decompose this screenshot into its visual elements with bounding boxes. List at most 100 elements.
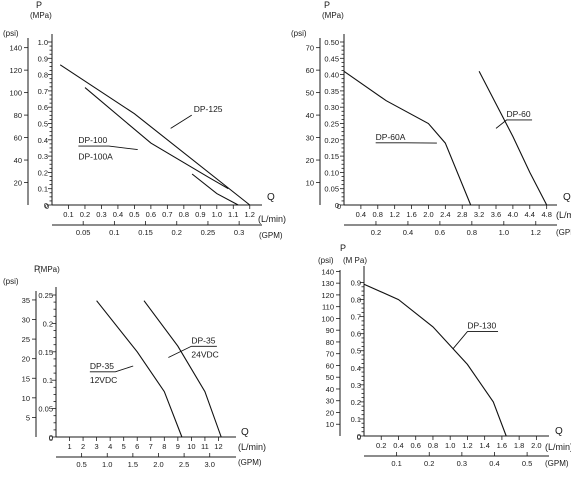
mpa-tick-label: 0.5: [38, 120, 48, 129]
psi-tick-label: 140: [321, 267, 334, 276]
lmin-tick-label: 1.0: [445, 441, 455, 450]
gpm-tick-label: 0.4: [489, 459, 499, 468]
label-leader: [452, 331, 499, 350]
psi-tick-label: 10: [22, 394, 30, 403]
psi-tick-label: 120: [321, 291, 334, 300]
gpm-tick-label: 0.3: [234, 228, 244, 237]
psi-tick-label: 20: [306, 156, 314, 165]
psi-unit-label: (psi): [291, 29, 307, 38]
gpm-tick-label: 3.0: [205, 460, 215, 469]
lmin-tick-label: 0.4: [356, 210, 366, 219]
mpa-unit-label: (MPa): [30, 11, 52, 20]
lmin-tick-label: 0.5: [129, 210, 139, 219]
mpa-tick-label: 0.7: [351, 313, 361, 322]
lmin-tick-label: 0.8: [179, 210, 189, 219]
psi-tick-label: 30: [326, 397, 334, 406]
lmin-tick-label: 4.4: [525, 210, 535, 219]
origin-label: 0: [357, 433, 361, 442]
psi-tick-label: 80: [326, 338, 334, 347]
mpa-unit-label: (M Pa): [343, 256, 367, 265]
q-label: Q: [267, 192, 275, 203]
gpm-tick-label: 0.1: [109, 228, 119, 237]
curve-dp-60: [478, 71, 548, 206]
gpm-tick-label: 2.0: [153, 460, 163, 469]
psi-tick-label: 90: [326, 326, 334, 335]
psi-tick-label: 40: [306, 111, 314, 120]
chart-dp35: P(MPa) (psi) Q (L/min) (GPM) 0 0.05 0.1 0.15 0.2 0…: [3, 264, 266, 469]
lmin-tick-label: 0.8: [428, 441, 438, 450]
gpm-tick-label: 1.2: [531, 228, 541, 237]
p-label: P: [324, 0, 330, 10]
mpa-tick-label: 0.25: [38, 291, 53, 300]
mpa-tick-label: 0.35: [324, 87, 339, 96]
psi-tick-label: 10: [306, 179, 314, 188]
mpa-tick-label: 0: [335, 201, 339, 210]
mpa-tick-label: 0.30: [324, 103, 339, 112]
lmin-unit-label: (L/min): [258, 214, 286, 224]
gpm-tick-label: 0.2: [424, 459, 434, 468]
gpm-tick-label: 0.25: [201, 228, 216, 237]
mpa-tick-label: 0.3: [351, 381, 361, 390]
gpm-tick-label: 0.5: [522, 459, 532, 468]
lmin-tick-label: 0.2: [80, 210, 90, 219]
lmin-tick-label: 0.1: [63, 210, 73, 219]
lmin-tick-label: 6: [135, 442, 139, 451]
gpm-tick-label: 1.0: [499, 228, 509, 237]
p-label: P: [34, 264, 40, 274]
curve-label: DP-125: [194, 104, 223, 114]
curve-dp-35-24vdc: [143, 300, 222, 438]
mpa-tick-label: 0.2: [351, 398, 361, 407]
mpa-tick-label: 0.8: [38, 71, 48, 80]
gpm-unit-label: (GPM): [238, 458, 262, 467]
curve-dp-35-12vdc: [96, 300, 183, 438]
psi-tick-label: 15: [22, 374, 30, 383]
curve-label: DP-100A: [78, 151, 113, 161]
lmin-tick-label: 4.8: [541, 210, 551, 219]
mpa-tick-label: 0.1: [351, 415, 361, 424]
psi-tick-label: 30: [22, 316, 30, 325]
psi-tick-label: 20: [14, 179, 22, 188]
lmin-tick-label: 7: [149, 442, 153, 451]
psi-unit-label: (psi): [3, 277, 19, 286]
lmin-tick-label: 1.6: [406, 210, 416, 219]
psi-tick-label: 100: [321, 314, 334, 323]
psi-tick-label: 20: [326, 408, 334, 417]
curve-dp-130: [363, 283, 507, 437]
mpa-tick-label: 0: [49, 433, 53, 442]
mpa-tick-label: 0.5: [351, 347, 361, 356]
lmin-tick-label: 0.4: [113, 210, 123, 219]
mpa-tick-label: 0.15: [324, 152, 339, 161]
gpm-tick-label: 0.05: [76, 228, 91, 237]
psi-tick-label: 30: [306, 134, 314, 143]
mpa-tick-label: 0.15: [38, 348, 53, 357]
label-leader: [89, 365, 134, 373]
lmin-tick-label: 0.9: [195, 210, 205, 219]
psi-unit-label: (psi): [318, 256, 334, 265]
label-leader: [78, 145, 138, 151]
psi-tick-label: 40: [326, 385, 334, 394]
lmin-tick-label: 2.0: [531, 441, 541, 450]
lmin-unit-label: (L/min): [238, 442, 266, 452]
mpa-tick-label: 0.4: [38, 136, 48, 145]
lmin-tick-label: 4: [108, 442, 112, 451]
lmin-tick-label: 1.6: [497, 441, 507, 450]
origin-label: 0: [45, 202, 49, 211]
psi-tick-label: 60: [306, 66, 314, 75]
gpm-unit-label: (GPM): [259, 231, 283, 240]
gpm-tick-label: 0.4: [403, 228, 413, 237]
mpa-tick-label: 0.10: [324, 168, 339, 177]
curve-dp-100a: [191, 173, 239, 206]
curve-label: DP-60: [507, 109, 531, 119]
mpa-unit-label: (MPa): [322, 11, 344, 20]
psi-tick-label: 35: [22, 296, 30, 305]
psi-tick-label: 50: [306, 89, 314, 98]
gpm-tick-label: 0.8: [467, 228, 477, 237]
origin-label: 0: [49, 434, 53, 443]
psi-tick-label: 20: [22, 355, 30, 364]
lmin-tick-label: 3.2: [474, 210, 484, 219]
lmin-tick-label: 0.4: [393, 441, 403, 450]
mpa-tick-label: 1.0: [38, 38, 48, 47]
gpm-unit-label: (GPM): [556, 228, 571, 237]
gpm-tick-label: 0.6: [435, 228, 445, 237]
